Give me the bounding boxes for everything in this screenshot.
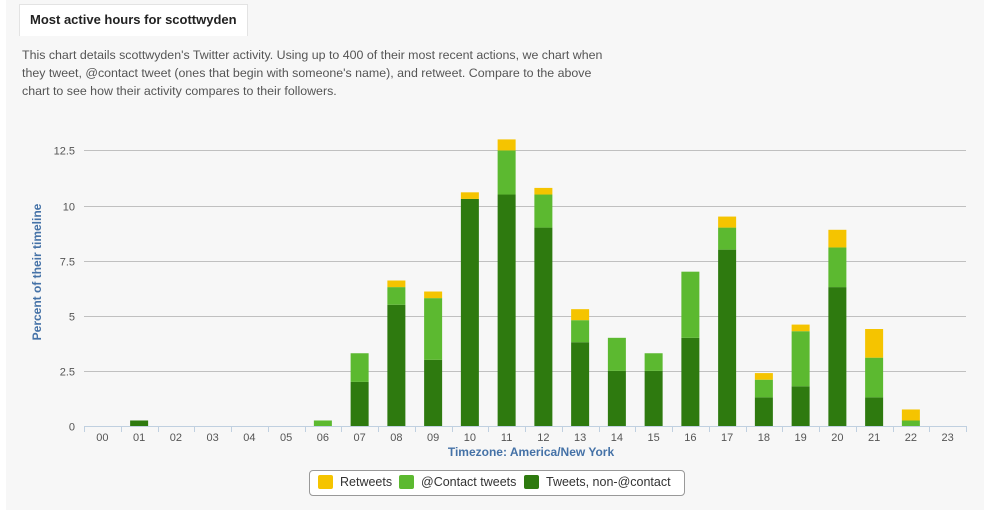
- bar-tweets-non-contact-07: [350, 381, 369, 426]
- x-tick-label: 07: [354, 432, 366, 444]
- bar-retweets-08: [387, 280, 406, 288]
- bar-tweets-non-contact-18: [754, 397, 773, 426]
- bar-tweets-non-contact-17: [718, 249, 737, 426]
- bar-tweets-non-contact-21: [865, 397, 884, 426]
- bar-contact-tweets-07: [350, 353, 369, 382]
- bar-contact-tweets-06: [313, 420, 332, 426]
- legend-swatch-contact-tweets: [399, 475, 414, 489]
- bar-retweets-09: [424, 291, 443, 299]
- legend-swatch-tweets-non-contact: [524, 475, 539, 489]
- legend-item-contact-tweets[interactable]: @Contact tweets: [399, 475, 516, 489]
- y-tick-label: 5: [69, 312, 75, 324]
- legend-item-tweets-non-contact[interactable]: Tweets, non-@contact: [524, 475, 671, 489]
- bar-retweets-18: [754, 373, 773, 380]
- bar-contact-tweets-09: [424, 298, 443, 360]
- x-tick-label: 17: [721, 432, 733, 444]
- bar-contact-tweets-15: [644, 353, 663, 371]
- x-tick-label: 21: [868, 432, 880, 444]
- bar-tweets-non-contact-09: [424, 359, 443, 426]
- x-tick-label: 19: [795, 432, 807, 444]
- legend-label: @Contact tweets: [421, 475, 517, 489]
- bar-retweets-17: [718, 216, 737, 228]
- bar-tweets-non-contact-16: [681, 337, 700, 426]
- bar-tweets-non-contact-15: [644, 370, 663, 426]
- bar-retweets-10: [460, 192, 479, 199]
- x-tick-label: 05: [280, 432, 292, 444]
- x-tick-label: 20: [831, 432, 843, 444]
- bar-tweets-non-contact-01: [130, 420, 149, 426]
- bar-retweets-11: [497, 139, 516, 151]
- gridlines: [84, 150, 966, 372]
- y-tick-label: 2.5: [60, 367, 75, 379]
- legend-swatch-retweets: [318, 475, 333, 489]
- bar-tweets-non-contact-08: [387, 304, 406, 426]
- bar-tweets-non-contact-20: [828, 287, 847, 426]
- bar-contact-tweets-20: [828, 247, 847, 288]
- y-axis-label: Percent of their timeline: [30, 203, 44, 340]
- x-tick-label: 02: [170, 432, 182, 444]
- x-tick-label: 09: [427, 432, 439, 444]
- bar-tweets-non-contact-13: [571, 342, 590, 426]
- bar-contact-tweets-19: [791, 331, 810, 387]
- y-tick-label: 10: [63, 202, 75, 214]
- bar-contact-tweets-22: [901, 420, 920, 426]
- bar-contact-tweets-11: [497, 150, 516, 195]
- bar-tweets-non-contact-11: [497, 194, 516, 426]
- bar-retweets-22: [901, 409, 920, 421]
- chart-title-tab[interactable]: Most active hours for scottwyden: [19, 4, 248, 36]
- chart-panel: Most active hours for scottwyden This ch…: [6, 0, 984, 510]
- bar-tweets-non-contact-14: [607, 370, 626, 426]
- x-tick-label: 06: [317, 432, 329, 444]
- bar-contact-tweets-08: [387, 287, 406, 305]
- bar-contact-tweets-13: [571, 320, 590, 343]
- x-tick-label: 16: [684, 432, 696, 444]
- x-tick-label: 10: [464, 432, 476, 444]
- x-tick-label: 13: [574, 432, 586, 444]
- bar-contact-tweets-14: [607, 337, 626, 371]
- bar-contact-tweets-12: [534, 194, 553, 228]
- x-tick-label: 01: [133, 432, 145, 444]
- bar-retweets-12: [534, 187, 553, 195]
- bar-retweets-19: [791, 324, 810, 332]
- bar-tweets-non-contact-10: [460, 198, 479, 426]
- legend-label: Retweets: [340, 475, 393, 489]
- x-tick-label: 18: [758, 432, 770, 444]
- bar-retweets-13: [571, 309, 590, 321]
- x-tick-label: 23: [942, 432, 954, 444]
- y-tick-label: 0: [69, 422, 75, 434]
- bar-retweets-21: [865, 329, 884, 358]
- chart-description: This chart details scottwyden's Twitter …: [22, 48, 603, 98]
- bar-tweets-non-contact-19: [791, 386, 810, 426]
- bar-tweets-non-contact-12: [534, 227, 553, 426]
- x-tick-label: 22: [905, 432, 917, 444]
- bar-retweets-20: [828, 229, 847, 248]
- chart-legend: Retweets @Contact tweets Tweets, non-@co…: [309, 470, 685, 496]
- y-tick-label: 7.5: [60, 257, 75, 269]
- x-tick-label: 04: [243, 432, 255, 444]
- legend-label: Tweets, non-@contact: [546, 475, 671, 489]
- x-tick-label: 14: [611, 432, 623, 444]
- x-tick-label: 08: [390, 432, 402, 444]
- legend-item-retweets[interactable]: Retweets: [318, 475, 392, 489]
- bars: [130, 139, 920, 426]
- x-tick-label: 00: [96, 432, 108, 444]
- bar-contact-tweets-16: [681, 271, 700, 338]
- x-tick-label: 15: [648, 432, 660, 444]
- x-tick-label: 11: [501, 432, 512, 444]
- x-tick-label: 03: [207, 432, 219, 444]
- axes: 0 2.5 5 7.5 10 12.5 00 01 02 03 04 05 06 07 08 09 10 11 12…: [54, 146, 967, 444]
- x-axis-label: Timezone: America/New York: [448, 445, 615, 459]
- x-tick-label: 12: [537, 432, 549, 444]
- bar-contact-tweets-17: [718, 227, 737, 250]
- y-tick-label: 12.5: [54, 146, 75, 158]
- bar-contact-tweets-18: [754, 379, 773, 398]
- bar-contact-tweets-21: [865, 357, 884, 398]
